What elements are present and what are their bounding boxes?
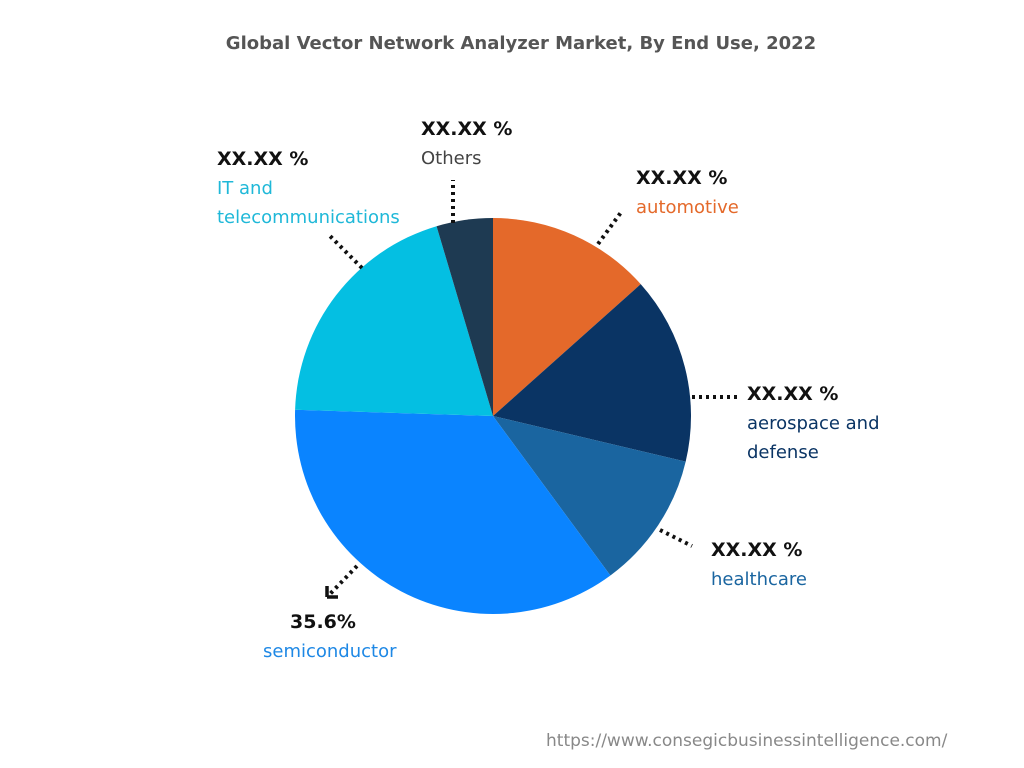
chart-title: Global Vector Network Analyzer Market, B… — [225, 33, 817, 54]
slice-category: healthcare — [711, 569, 807, 590]
leader-line — [328, 564, 359, 596]
label-others: XX.XX % Others — [421, 115, 512, 173]
leader-line — [659, 528, 693, 548]
label-it-telecom: XX.XX % IT and telecommunications — [217, 145, 417, 232]
label-aerospace: XX.XX % aerospace and defense — [747, 380, 897, 467]
label-automotive: XX.XX % automotive — [636, 164, 739, 222]
pie-slice-others — [436, 218, 493, 416]
leader-line — [328, 234, 364, 270]
slice-value: XX.XX % — [711, 539, 803, 561]
slice-category: Others — [421, 148, 482, 169]
slice-category: automotive — [636, 197, 739, 218]
pie-slice-aerospace-and-defense — [493, 284, 692, 462]
slice-value: XX.XX % — [747, 383, 839, 405]
source-url[interactable]: https://www.consegicbusinessintelligence… — [546, 731, 948, 751]
slice-value: XX.XX % — [636, 167, 728, 189]
pie-slice-semiconductor — [295, 409, 611, 615]
pie-slice-it-and-telecommunications — [295, 226, 493, 416]
slice-category: aerospace and defense — [747, 413, 880, 463]
arrow-head-icon — [325, 586, 338, 599]
pie-slice-healthcare — [493, 416, 686, 576]
slice-value: XX.XX % — [421, 118, 513, 140]
label-semiconductor: 35.6% semiconductor — [263, 608, 397, 666]
slice-category: IT and telecommunications — [217, 178, 400, 228]
slice-value: 35.6% — [290, 611, 356, 633]
pie-slice-automotive — [493, 218, 641, 416]
leader-line — [596, 209, 624, 246]
slice-category: semiconductor — [263, 641, 397, 662]
slice-value: XX.XX % — [217, 148, 309, 170]
label-healthcare: XX.XX % healthcare — [711, 536, 807, 594]
